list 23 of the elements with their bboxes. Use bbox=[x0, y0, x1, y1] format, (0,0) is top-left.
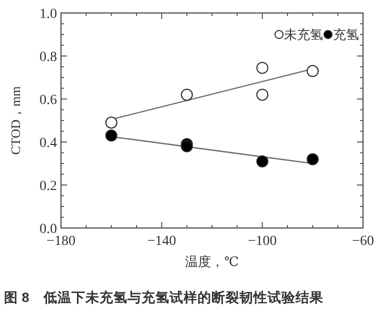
y-tick-label: 0.8 bbox=[40, 50, 57, 65]
point bbox=[306, 153, 319, 166]
point bbox=[306, 65, 319, 78]
point bbox=[105, 116, 118, 129]
y-tick-label: 1.0 bbox=[40, 7, 57, 22]
caption: 图 8 低温下未充氢与充氢试样的断裂韧性试验结果 bbox=[4, 289, 324, 305]
x-tick-label: −140 bbox=[147, 234, 176, 249]
x-tick-label: −100 bbox=[248, 234, 277, 249]
x-tick-label: −60 bbox=[352, 234, 374, 249]
y-axis-title: CTOD，mm bbox=[8, 86, 23, 155]
x-tick-label: −180 bbox=[46, 234, 76, 249]
point bbox=[256, 155, 268, 168]
point bbox=[105, 130, 118, 142]
y-tick-label: 0.2 bbox=[40, 179, 57, 194]
point bbox=[180, 88, 193, 101]
point bbox=[256, 62, 268, 74]
legend-label: 未充氢 bbox=[284, 27, 323, 42]
x-axis-title: 温度，℃ bbox=[185, 254, 239, 269]
y-tick-label: 0.4 bbox=[40, 136, 57, 151]
point bbox=[256, 88, 268, 101]
y-tick-label: 0.0 bbox=[40, 222, 57, 237]
y-tick-label: 0.6 bbox=[40, 93, 57, 108]
legend-label: 充氢 bbox=[333, 27, 359, 42]
